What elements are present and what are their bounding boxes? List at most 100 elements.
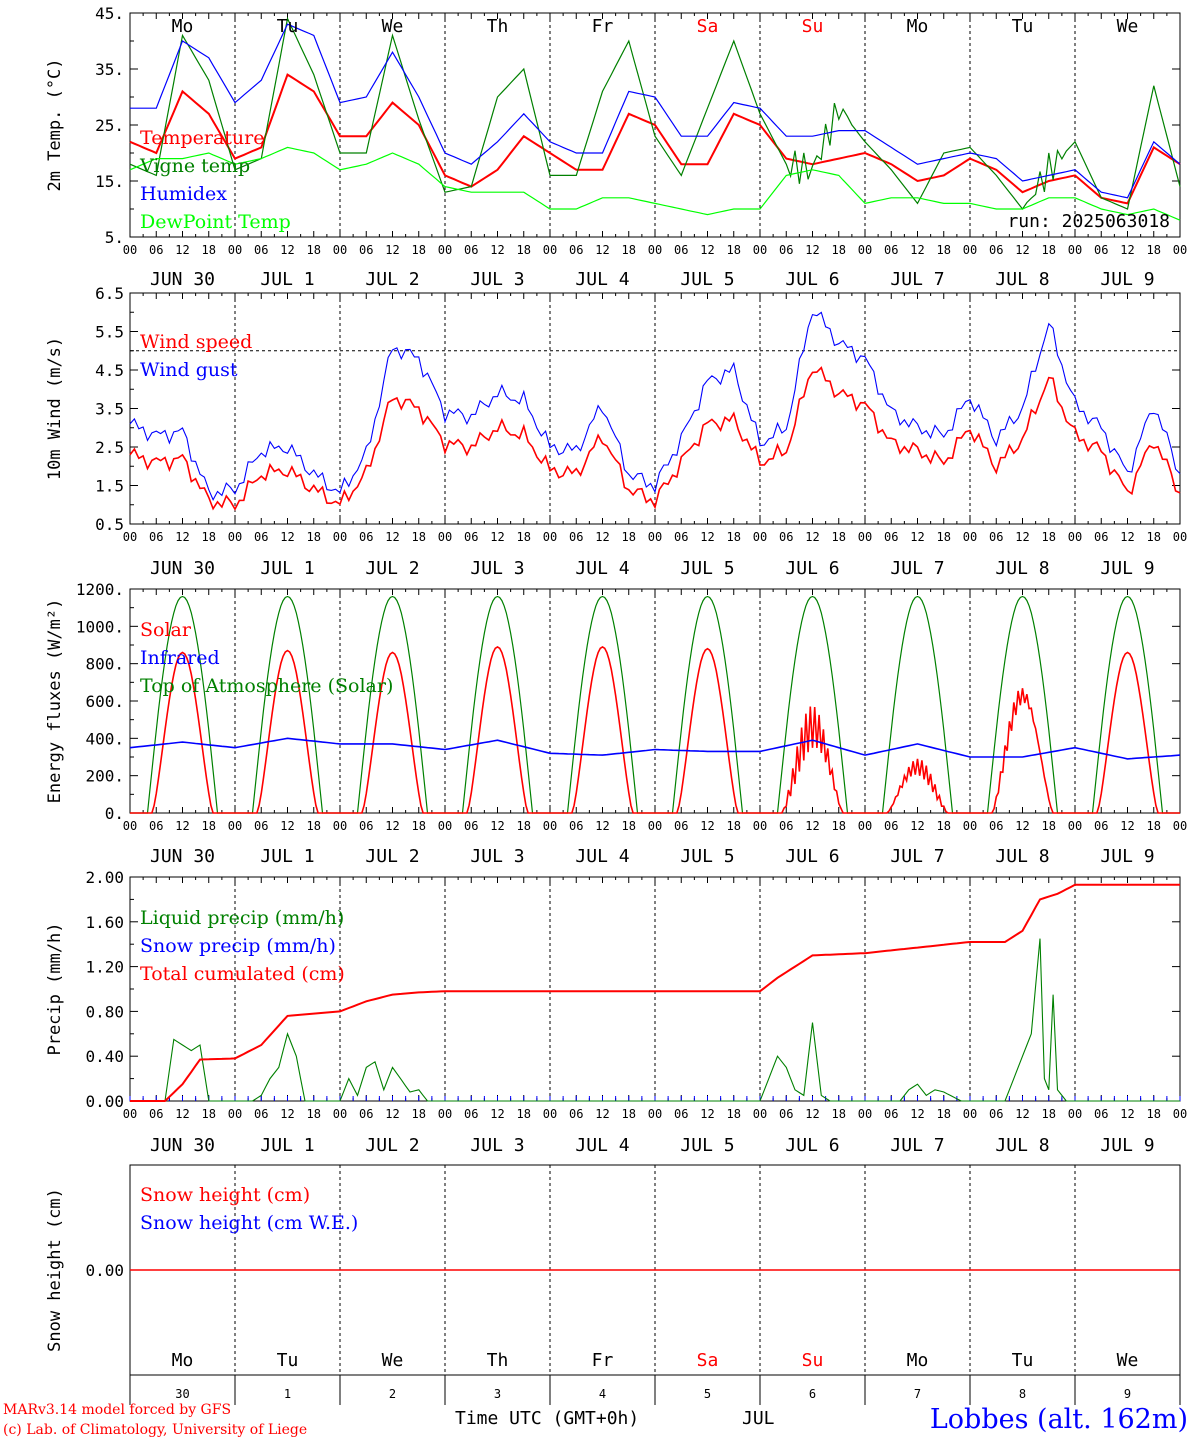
hour-label: 12 [805,530,819,544]
hour-label: 00 [123,243,137,257]
hour-label: 06 [884,243,898,257]
hour-label: 00 [228,819,242,833]
date-label: JUL 1 [260,846,314,867]
hour-label: 18 [727,1107,741,1121]
hour-label: 18 [412,1107,426,1121]
hour-label: 12 [1120,819,1134,833]
day-number: 9 [1124,1387,1131,1401]
y-axis-label: 2m Temp. (°C) [45,58,65,191]
hour-label: 12 [175,1107,189,1121]
y-tick-label: 0. [105,804,124,823]
hour-label: 12 [700,243,714,257]
hour-label: 00 [438,819,452,833]
hour-label: 18 [307,530,321,544]
date-label: JUL 8 [995,269,1049,290]
hour-label: 00 [963,530,977,544]
hour-label: 06 [149,243,163,257]
hour-label: 06 [149,819,163,833]
hour-label: 06 [989,530,1003,544]
day-name: Tu [1012,16,1034,37]
day-name: Tu [1012,1350,1034,1371]
hour-label: 12 [700,819,714,833]
day-number: 2 [389,1387,396,1401]
day-name: Tu [277,1350,299,1371]
hour-label: 06 [884,1107,898,1121]
day-name: Th [487,16,509,37]
hour-label: 18 [937,819,951,833]
hour-label: 18 [622,819,636,833]
date-label: JUL 6 [785,846,839,867]
day-name: Mo [172,16,194,37]
legend-top-of-atmosphere-solar-: Top of Atmosphere (Solar) [140,675,393,697]
hour-label: 18 [727,530,741,544]
y-tick-label: 1.60 [85,913,124,932]
date-label: JUL 1 [260,1135,314,1156]
legend-total-cumulated-cm-: Total cumulated (cm) [140,963,345,985]
date-label: JUL 6 [785,1135,839,1156]
hour-label: 12 [1015,819,1029,833]
series-line-liquid-precip [130,938,1180,1102]
hour-label: 12 [1015,1107,1029,1121]
hour-label: 06 [779,530,793,544]
panel-temp: 00 06 12 18 00 06 12 18 00 06 12 18 00 06 12 18 00 06 12 18… [45,4,1187,290]
hour-label: 00 [543,819,557,833]
hour-label: 06 [254,530,268,544]
hour-label: 06 [254,243,268,257]
credit-line-2: (c) Lab. of Climatology, University of L… [3,1422,307,1438]
hour-label: 12 [595,1107,609,1121]
hour-label: 12 [385,1107,399,1121]
hour-label: 00 [1068,819,1082,833]
hour-label: 12 [385,243,399,257]
date-label: JUN 30 [150,269,215,290]
series-line-vigne-temp [129,16,1181,211]
panel-precip: 00 06 12 18 00 06 12 18 00 06 12 18 00 06 12 18 00 06 12 18… [45,868,1187,1156]
y-tick-label: 25. [95,116,124,135]
hour-label: 00 [753,530,767,544]
y-tick-label: 1.20 [85,958,124,977]
y-tick-label: 4.5 [95,361,124,380]
legend-wind-speed: Wind speed [140,331,252,353]
hour-label: 00 [543,1107,557,1121]
hour-label: 06 [254,819,268,833]
hour-label: 00 [438,1107,452,1121]
date-label: JUL 6 [785,269,839,290]
hour-label: 12 [175,243,189,257]
date-label: JUL 3 [470,558,524,579]
series-line-solar [130,645,1180,814]
hour-label: 06 [359,530,373,544]
hour-label: 18 [1147,819,1161,833]
series-line-wind-gust [129,311,1181,501]
hour-label: 18 [412,530,426,544]
hour-label: 00 [648,819,662,833]
hour-label: 00 [333,819,347,833]
hour-label: 18 [622,1107,636,1121]
day-number: 30 [175,1387,189,1401]
hour-label: 12 [280,1107,294,1121]
date-label: JUL 3 [470,269,524,290]
hour-label: 18 [937,530,951,544]
hour-label: 18 [517,1107,531,1121]
hour-label: 12 [385,819,399,833]
hour-label: 06 [1094,243,1108,257]
date-label: JUL 9 [1100,1135,1154,1156]
hour-label: 12 [1120,1107,1134,1121]
hour-label: 12 [595,243,609,257]
hour-label: 06 [569,819,583,833]
hour-label: 00 [753,243,767,257]
legend-dewpoint-temp: DewPoint Temp [140,211,291,233]
hour-label: 12 [1120,243,1134,257]
day-name: Mo [172,1350,194,1371]
hour-label: 06 [359,243,373,257]
hour-label: 00 [543,530,557,544]
hour-label: 00 [1173,1107,1187,1121]
day-name: Sa [697,16,719,37]
y-tick-label: 1200. [76,580,124,599]
hour-label: 00 [963,819,977,833]
day-name: We [382,1350,404,1371]
hour-label: 18 [1042,530,1056,544]
legend-liquid-precip-mm-h-: Liquid precip (mm/h) [140,907,344,929]
date-label: JUL 5 [680,269,734,290]
hour-label: 12 [805,1107,819,1121]
hour-label: 00 [543,243,557,257]
hour-label: 06 [149,1107,163,1121]
